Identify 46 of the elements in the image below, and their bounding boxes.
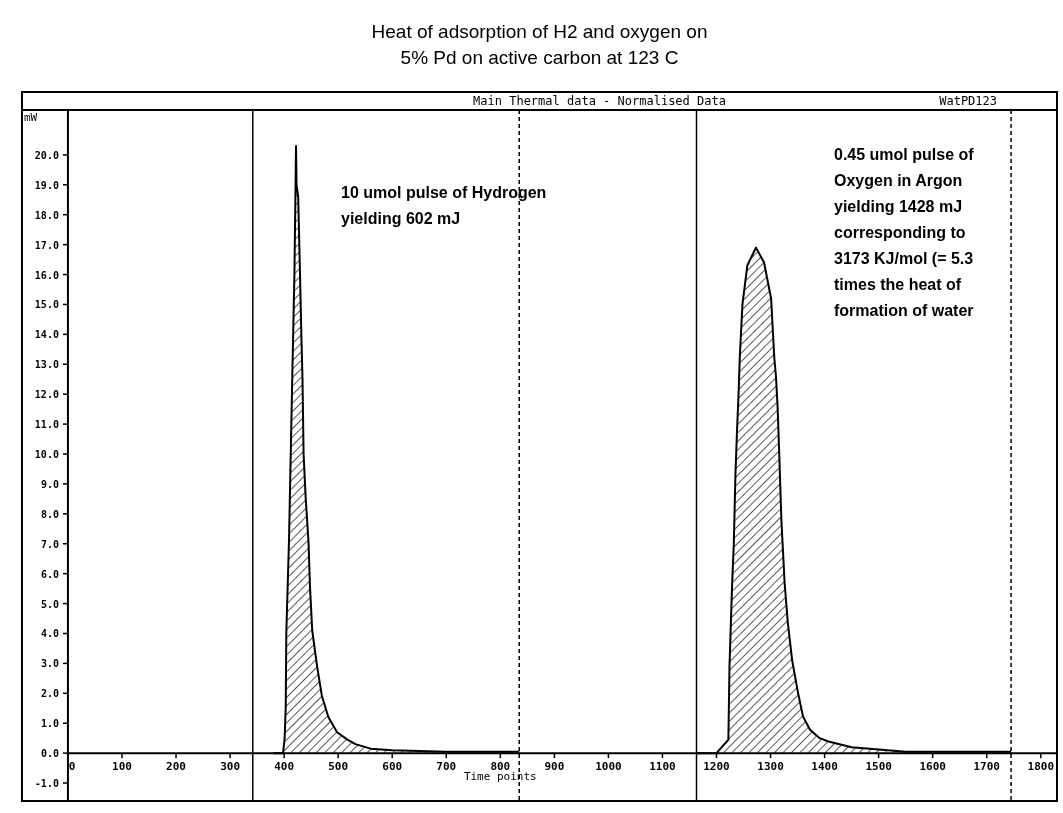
y-tick-label: 10.0 <box>34 449 59 460</box>
x-tick-label: 300 <box>220 760 241 774</box>
y-tick-label: 11.0 <box>34 419 59 431</box>
x-tick-label: 1000 <box>595 760 622 774</box>
y-tick-label: 2.0 <box>40 688 59 700</box>
y-tick-label: 3.0 <box>40 658 59 670</box>
y-tick-label: 15.0 <box>34 299 59 311</box>
text: WatPD123 <box>939 94 997 108</box>
annotation: 0.45 umol pulse of Oxygen in Argon yielding 1428 mJ corresponding to 3173 KJ/mol (= 5.3 times the heat of formation of water <box>834 146 975 319</box>
y-tick-label: 12.0 <box>34 389 59 401</box>
x-tick-label: 200 <box>166 760 186 774</box>
y-tick-label: 18.0 <box>34 209 59 221</box>
y-tick-label: 20.0 <box>34 149 59 161</box>
y-axis-title: mW <box>24 111 38 124</box>
y-tick-label: -1.0 <box>34 778 59 790</box>
x-tick-label: 0 <box>68 760 76 774</box>
y-tick-label: 4.0 <box>40 628 59 640</box>
y-tick-label: 19.0 <box>34 179 59 191</box>
x-tick-label: 700 <box>436 760 457 774</box>
y-tick-label: 9.0 <box>40 478 59 490</box>
y-tick-label: 1.0 <box>40 718 59 730</box>
y-tick-label: 7.0 <box>40 538 59 550</box>
y-tick-label: 16.0 <box>34 269 59 281</box>
x-tick-label: 600 <box>382 760 403 774</box>
y-tick-label: 0.0 <box>40 748 59 760</box>
y-tick-label: 14.0 <box>34 329 59 341</box>
x-tick-label: 1800 <box>1027 760 1055 774</box>
annotation: 10 umol pulse of Hydrogen yielding 602 mJ <box>341 184 547 227</box>
chart-title: Heat of adsorption of H2 and oxygen on 5% Pd on active carbon at 123 C <box>371 21 708 68</box>
x-tick-label: 1300 <box>757 760 784 774</box>
y-tick-label: 6.0 <box>40 568 59 580</box>
x-tick-label: 1400 <box>811 760 838 774</box>
x-tick-label: 1500 <box>865 760 892 774</box>
y-tick-label: 5.0 <box>40 598 59 610</box>
y-tick-label: 8.0 <box>40 508 59 520</box>
x-tick-label: 400 <box>274 760 295 774</box>
y-tick-label: 17.0 <box>34 239 59 251</box>
x-tick-label: 500 <box>328 760 349 774</box>
x-tick-label: 1700 <box>973 760 1000 774</box>
chart-subtitle: Main Thermal data - Normalised Data <box>473 94 726 108</box>
x-tick-label: 1600 <box>919 760 946 774</box>
y-tick-label: 13.0 <box>34 359 59 371</box>
x-tick-label: 100 <box>112 760 132 774</box>
x-tick-label: 1100 <box>649 760 676 774</box>
x-tick-label: 1200 <box>703 760 730 774</box>
x-tick-label: 900 <box>544 760 565 774</box>
